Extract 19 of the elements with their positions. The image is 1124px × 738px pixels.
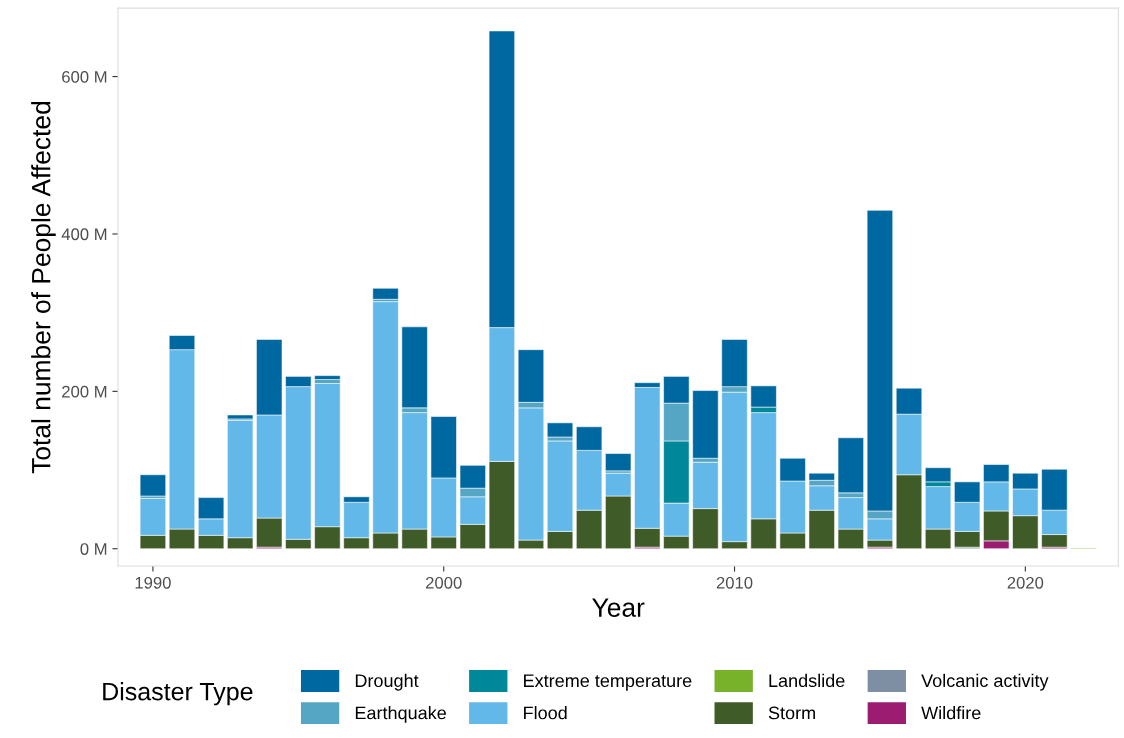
y-tick-label: 400 M — [61, 228, 107, 241]
x-tick-label: 2010 — [716, 576, 753, 589]
x-tick-label: 2020 — [1007, 576, 1044, 589]
legend-label: Extreme temperature — [524, 674, 692, 691]
x-tick-label: 2000 — [426, 576, 462, 589]
legend-label: Drought — [355, 673, 419, 691]
x-tick-label: 1990 — [135, 576, 171, 589]
x-axis-title: Year — [592, 598, 645, 617]
legend-label: Wildfire — [921, 706, 981, 720]
y-tick-label: 200 M — [62, 385, 107, 398]
legend-label: Landslide — [769, 673, 845, 688]
legend-label: Storm — [768, 706, 815, 720]
y-tick-label: 0 M — [80, 543, 107, 555]
y-axis-title: Total number of People Affected — [31, 101, 56, 474]
legend-title: Disaster Type — [103, 682, 253, 706]
y-tick-label: 600 M — [62, 70, 107, 83]
legend-label: Earthquake — [355, 706, 446, 723]
legend-label: Volcanic activity — [921, 673, 1049, 691]
legend-label: Flood — [524, 706, 567, 720]
